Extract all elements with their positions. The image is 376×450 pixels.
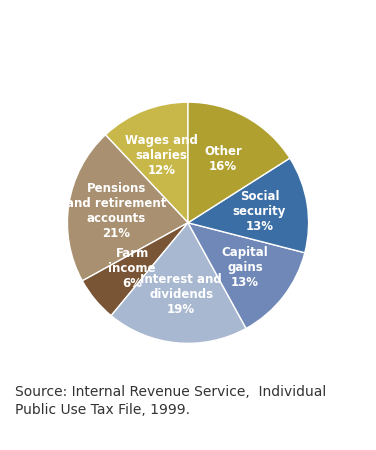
Text: Source: Internal Revenue Service,  Individual
Public Use Tax File, 1999.: Source: Internal Revenue Service, Indivi… xyxy=(15,385,326,418)
Wedge shape xyxy=(105,102,188,223)
Wedge shape xyxy=(188,223,305,328)
Wedge shape xyxy=(82,223,188,315)
Wedge shape xyxy=(188,102,290,223)
Text: Social
security
13%: Social security 13% xyxy=(233,190,286,233)
Wedge shape xyxy=(188,158,309,253)
Text: Other
16%: Other 16% xyxy=(204,145,242,173)
Wedge shape xyxy=(111,223,246,343)
Text: Interest and
dividends
19%: Interest and dividends 19% xyxy=(140,273,222,316)
Text: Farm
income
6%: Farm income 6% xyxy=(109,248,156,290)
Text: Capital
gains
13%: Capital gains 13% xyxy=(222,246,268,288)
Text: Farm operators receiving social security
also receive income from other sources: Farm operators receiving social security… xyxy=(15,18,361,52)
Text: Pensions
and retirement
accounts
21%: Pensions and retirement accounts 21% xyxy=(66,182,167,240)
Wedge shape xyxy=(67,135,188,281)
Text: Wages and
salaries
12%: Wages and salaries 12% xyxy=(125,134,198,177)
